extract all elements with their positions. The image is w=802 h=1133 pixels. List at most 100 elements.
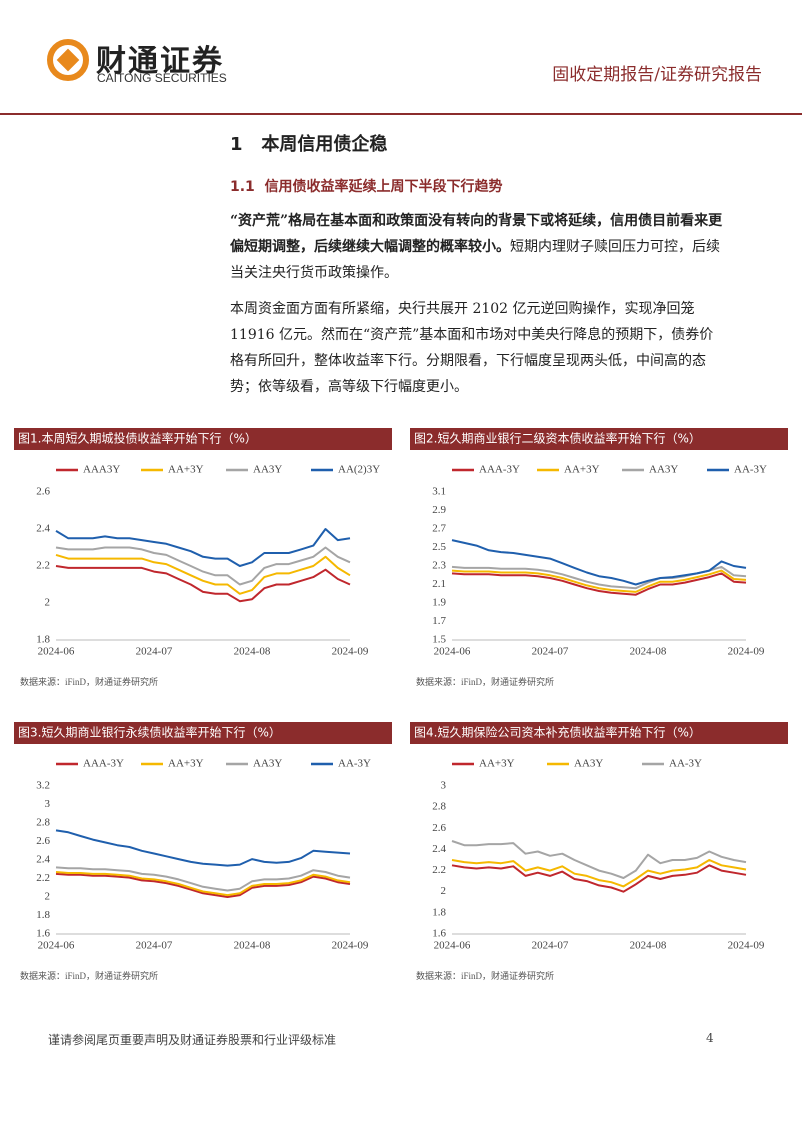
y-tick-label: 3.2 xyxy=(36,780,50,792)
y-tick-label: 2 xyxy=(45,891,51,903)
legend-label: AA-3Y xyxy=(669,758,702,770)
x-tick-label: 2024-08 xyxy=(630,646,667,658)
x-tick-label: 2024-06 xyxy=(434,646,471,658)
y-tick-label: 2.2 xyxy=(36,560,50,572)
series-line xyxy=(451,864,747,893)
y-tick-label: 3 xyxy=(441,780,447,792)
x-tick-label: 2024-09 xyxy=(728,646,765,658)
section-heading: 1 本周信用债企稳 xyxy=(230,130,387,156)
page-number: 4 xyxy=(706,1031,714,1045)
legend-label: AAA3Y xyxy=(83,464,120,476)
y-tick-label: 2.4 xyxy=(432,843,446,855)
y-tick-label: 1.6 xyxy=(36,928,50,940)
y-tick-label: 1.6 xyxy=(432,928,446,940)
x-tick-label: 2024-09 xyxy=(332,940,369,952)
section-title: 本周信用债企稳 xyxy=(261,134,388,155)
y-tick-label: 2.2 xyxy=(36,872,50,884)
footer-disclaimer: 谨请参阅尾页重要声明及财通证券股票和行业评级标准 xyxy=(48,1033,337,1047)
y-tick-label: 3.1 xyxy=(432,486,446,498)
chart-source: 数据来源：iFinD，财通证券研究所 xyxy=(416,676,554,687)
chart-source: 数据来源：iFinD，财通证券研究所 xyxy=(416,970,554,981)
chart-title: 图1.本周短久期城投债收益率开始下行（%） xyxy=(18,431,257,446)
y-tick-label: 2.3 xyxy=(432,560,446,572)
chart-title-bar xyxy=(14,722,392,744)
series-line xyxy=(55,872,351,898)
legend-label: AA-3Y xyxy=(734,464,767,476)
legend-label: AA(2)3Y xyxy=(338,464,380,476)
y-tick-label: 2.8 xyxy=(432,801,446,813)
x-tick-label: 2024-06 xyxy=(38,940,75,952)
y-tick-label: 1.8 xyxy=(36,634,50,646)
legend-label: AAA-3Y xyxy=(479,464,520,476)
x-tick-label: 2024-06 xyxy=(38,646,75,658)
x-tick-label: 2024-09 xyxy=(728,940,765,952)
series-line xyxy=(55,546,351,586)
x-tick-label: 2024-08 xyxy=(234,940,271,952)
y-tick-label: 2.4 xyxy=(36,523,50,535)
report-type: 固收定期报告/证券研究报告 xyxy=(552,65,762,85)
body-text: “资产荒”格局在基本面和政策面没有转向的背景下或将延续，信用债目前看来更偏短期调… xyxy=(230,208,724,400)
y-tick-label: 2.1 xyxy=(432,578,446,590)
y-tick-label: 2 xyxy=(45,597,51,609)
legend-label: AA+3Y xyxy=(168,758,204,770)
series-line xyxy=(451,859,747,888)
series-line xyxy=(55,528,351,567)
y-tick-label: 2.8 xyxy=(36,817,50,829)
subsection-number: 1.1 xyxy=(230,179,255,195)
legend-label: AA3Y xyxy=(649,464,678,476)
chart: 图4.短久期保险公司资本补充债收益率开始下行（%） 1.6 1.8 2 2.2 2.4 2.… xyxy=(410,722,788,981)
y-tick-label: 2.9 xyxy=(432,504,446,516)
y-tick-label: 2 xyxy=(441,885,447,897)
y-tick-label: 2.5 xyxy=(432,541,446,553)
x-tick-label: 2024-07 xyxy=(136,646,173,658)
section-number: 1 xyxy=(230,134,243,155)
legend-label: AA3Y xyxy=(253,464,282,476)
legend-label: AA+3Y xyxy=(479,758,515,770)
legend-label: AA+3Y xyxy=(564,464,600,476)
legend-label: AA-3Y xyxy=(338,758,371,770)
chart-source: 数据来源：iFinD，财通证券研究所 xyxy=(20,970,158,981)
y-tick-label: 1.9 xyxy=(432,597,446,609)
subsection-heading: 1.1 信用债收益率延续上周下半段下行趋势 xyxy=(230,176,503,196)
series-line xyxy=(451,840,747,879)
y-tick-label: 2.6 xyxy=(36,835,50,847)
chart-title: 图3.短久期商业银行永续债收益率开始下行（%） xyxy=(18,725,281,740)
x-tick-label: 2024-08 xyxy=(234,646,271,658)
series-line xyxy=(55,565,351,603)
legend-label: AAA-3Y xyxy=(83,758,124,770)
series-line xyxy=(55,866,351,892)
legend-label: AA3Y xyxy=(574,758,603,770)
chart-title: 图4.短久期保险公司资本补充债收益率开始下行（%） xyxy=(414,725,701,740)
x-tick-label: 2024-09 xyxy=(332,646,369,658)
chart-title-bar xyxy=(410,428,788,450)
chart-title: 图2.短久期商业银行二级资本债收益率开始下行（%） xyxy=(414,431,701,446)
y-tick-label: 1.8 xyxy=(432,906,446,918)
chart: 图2.短久期商业银行二级资本债收益率开始下行（%） 1.5 1.7 1.9 2.1 2.3… xyxy=(410,428,788,687)
paragraph: 本周资金面方面有所紧缩，央行共展开 2102 亿元逆回购操作，实现净回笼 119… xyxy=(230,296,724,400)
logo-en: CAITONG SECURITIES xyxy=(97,71,227,85)
series-line xyxy=(55,829,351,867)
logo xyxy=(47,39,89,81)
series-line xyxy=(451,569,747,593)
y-tick-label: 2.4 xyxy=(36,854,50,866)
y-tick-label: 2.7 xyxy=(432,523,446,535)
chart-source: 数据来源：iFinD，财通证券研究所 xyxy=(20,676,158,687)
series-line xyxy=(55,871,351,897)
subsection-title: 信用债收益率延续上周下半段下行趋势 xyxy=(264,179,503,195)
chart-title-bar xyxy=(14,428,392,450)
x-tick-label: 2024-07 xyxy=(532,940,569,952)
y-tick-label: 1.8 xyxy=(36,909,50,921)
chart: 图3.短久期商业银行永续债收益率开始下行（%） 1.6 1.8 2 2.2 2.4 2.6 2… xyxy=(14,722,392,981)
series-line xyxy=(55,553,351,595)
y-tick-label: 1.7 xyxy=(432,615,446,627)
paragraph: “资产荒”格局在基本面和政策面没有转向的背景下或将延续，信用债目前看来更偏短期调… xyxy=(230,208,724,286)
x-tick-label: 2024-08 xyxy=(630,940,667,952)
y-tick-label: 2.6 xyxy=(432,822,446,834)
x-tick-label: 2024-07 xyxy=(532,646,569,658)
x-tick-label: 2024-06 xyxy=(434,940,471,952)
legend-label: AA+3Y xyxy=(168,464,204,476)
series-line xyxy=(451,539,747,586)
y-tick-label: 3 xyxy=(45,798,51,810)
